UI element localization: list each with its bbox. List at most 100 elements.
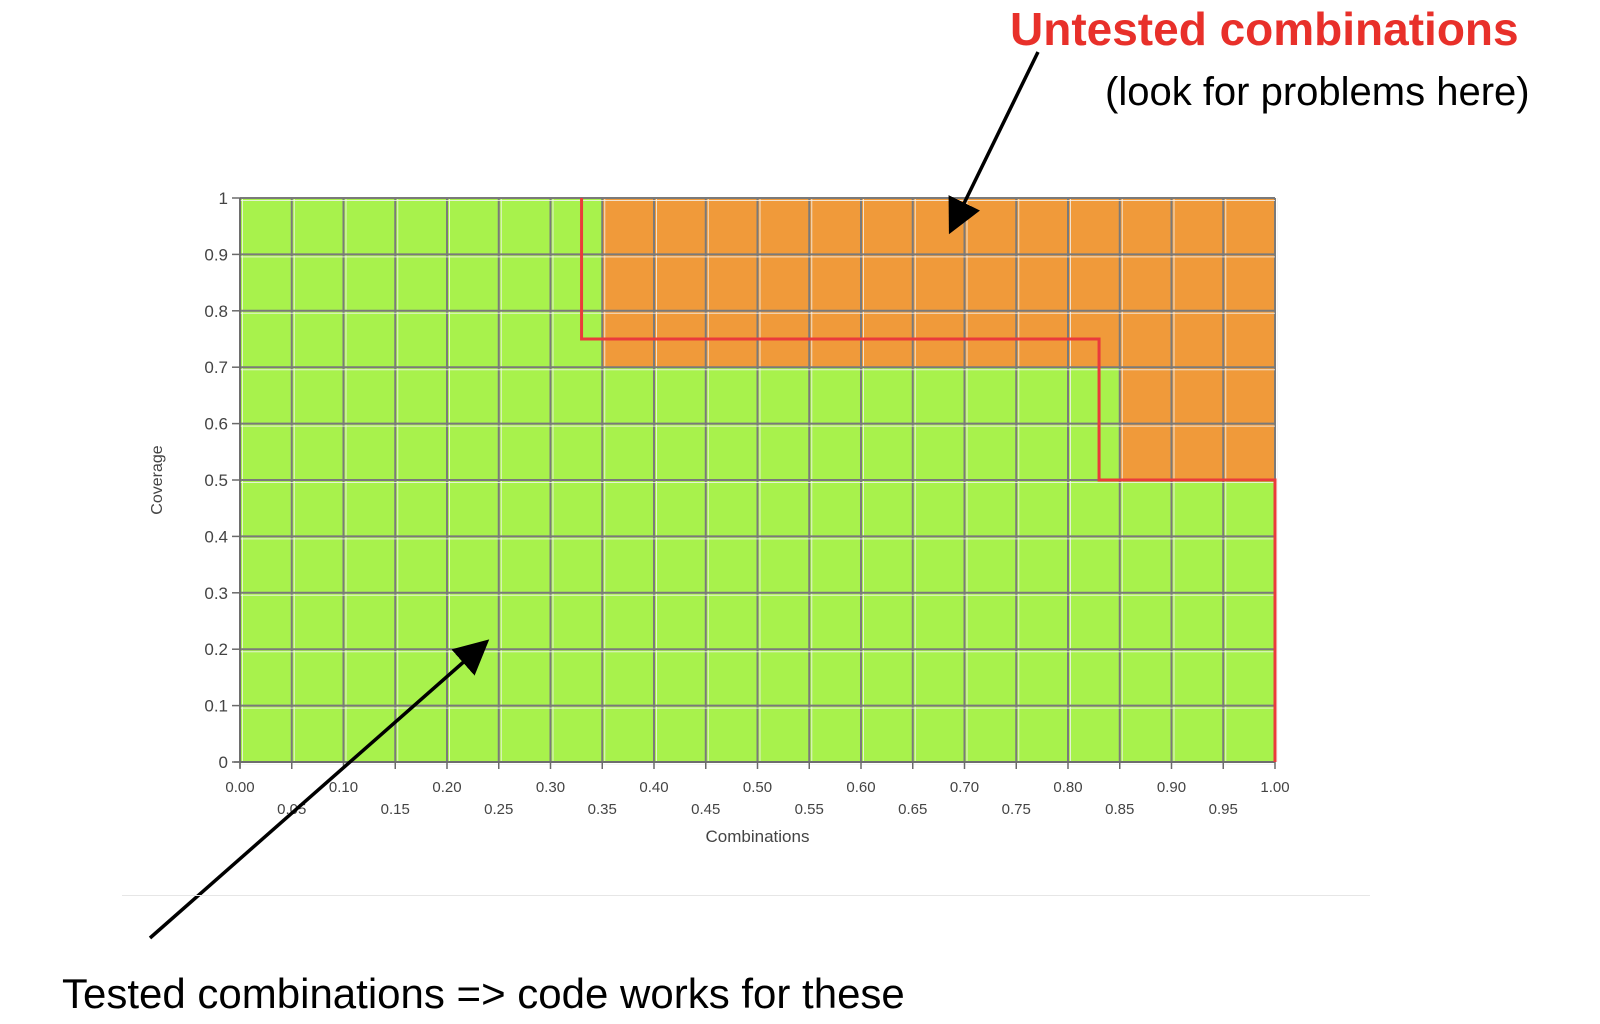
untested-cell [1223, 367, 1275, 424]
tested-cell [447, 592, 499, 650]
annotation-arrows [148, 51, 1040, 940]
tested-cell [757, 423, 810, 480]
tested-cell [1068, 649, 1120, 706]
untested-cell [1171, 198, 1224, 255]
tested-cell [447, 367, 499, 424]
untested-subtitle: (look for problems here) [1105, 70, 1530, 114]
tested-cell [964, 480, 1017, 537]
tested-cell [291, 310, 344, 368]
x-tick-label: 0.70 [950, 779, 979, 796]
untested-cell [1171, 254, 1224, 311]
tested-cell [343, 423, 396, 480]
untested-cell [757, 254, 810, 311]
tested-cell [809, 536, 861, 593]
tested-cell [550, 423, 603, 480]
tested-cell [1223, 480, 1275, 537]
y-tick-label: 0.6 [204, 415, 228, 434]
tested-cell [1223, 592, 1275, 650]
untested-cell [654, 198, 706, 255]
tested-caption: Tested combinations => code works for th… [62, 970, 905, 1017]
tested-cell [1171, 649, 1224, 706]
untested-cell [1068, 254, 1120, 311]
x-tick-label: 0.60 [846, 779, 875, 796]
tested-cell [861, 649, 913, 706]
tested-cell [809, 592, 861, 650]
x-tick-label: 0.90 [1157, 779, 1186, 796]
tested-cell [912, 480, 965, 537]
tested-cell [447, 310, 499, 368]
tested-cell [602, 649, 654, 706]
untested-cell [1119, 198, 1172, 255]
untested-cell [602, 254, 654, 311]
x-tick-label: 0.75 [1002, 801, 1031, 818]
untested-cell [1223, 254, 1275, 311]
untested-cell [705, 254, 758, 311]
tested-cell [240, 705, 292, 762]
tested-cell [1171, 592, 1224, 650]
tested-cell [498, 254, 551, 311]
x-tick-label: 0.35 [588, 801, 617, 818]
tested-cell [240, 254, 292, 311]
tested-cell [291, 480, 344, 537]
tested-cell [1119, 536, 1172, 593]
untested-cell [861, 198, 913, 255]
tested-cell [240, 649, 292, 706]
tested-cell [912, 705, 965, 762]
tested-cell [343, 705, 396, 762]
tested-cell [654, 705, 706, 762]
untested-cell [1171, 423, 1224, 480]
tested-cell [1171, 480, 1224, 537]
x-tick-label: 0.55 [795, 801, 824, 818]
tested-cell [809, 367, 861, 424]
tested-cell [240, 592, 292, 650]
tested-cell [654, 649, 706, 706]
tested-cell [602, 423, 654, 480]
tested-cell [291, 198, 344, 255]
tested-cell [550, 198, 603, 255]
tested-cell [912, 367, 965, 424]
tested-cell [447, 649, 499, 706]
untested-cell [654, 254, 706, 311]
tested-cell [861, 705, 913, 762]
tested-cell [861, 423, 913, 480]
untested-cell [1223, 423, 1275, 480]
tested-cell [395, 198, 447, 255]
untested-cell [1223, 310, 1275, 368]
chart-labels: 00.10.20.30.40.50.60.70.80.910.000.050.1… [149, 189, 1290, 846]
tested-cell [498, 705, 551, 762]
y-tick-label: 0 [219, 753, 228, 772]
untested-cell [602, 198, 654, 255]
tested-cell [550, 254, 603, 311]
untested-cell [912, 198, 965, 255]
x-tick-label: 0.30 [536, 779, 565, 796]
tested-cell [291, 423, 344, 480]
tested-cell [705, 649, 758, 706]
tested-cell [912, 423, 965, 480]
tested-cell [343, 254, 396, 311]
tested-cell [498, 536, 551, 593]
tested-cell [757, 367, 810, 424]
tested-cell [343, 536, 396, 593]
tested-cell [1171, 705, 1224, 762]
tested-cell [395, 423, 447, 480]
tested-cell [705, 367, 758, 424]
untested-cell [1119, 367, 1172, 424]
tested-cell [602, 592, 654, 650]
tested-cell [1016, 367, 1068, 424]
tested-cell [757, 480, 810, 537]
untested-cell [1016, 254, 1068, 311]
x-tick-label: 0.15 [381, 801, 410, 818]
tested-cell [395, 480, 447, 537]
tested-cell [757, 536, 810, 593]
tested-cell [343, 592, 396, 650]
tested-cell [654, 423, 706, 480]
tested-cell [291, 367, 344, 424]
tested-cell [1068, 592, 1120, 650]
tested-cell [602, 536, 654, 593]
tested-cell [964, 536, 1017, 593]
untested-cell [964, 198, 1017, 255]
tested-cell [861, 480, 913, 537]
tested-cell [861, 367, 913, 424]
tested-cell [1016, 649, 1068, 706]
